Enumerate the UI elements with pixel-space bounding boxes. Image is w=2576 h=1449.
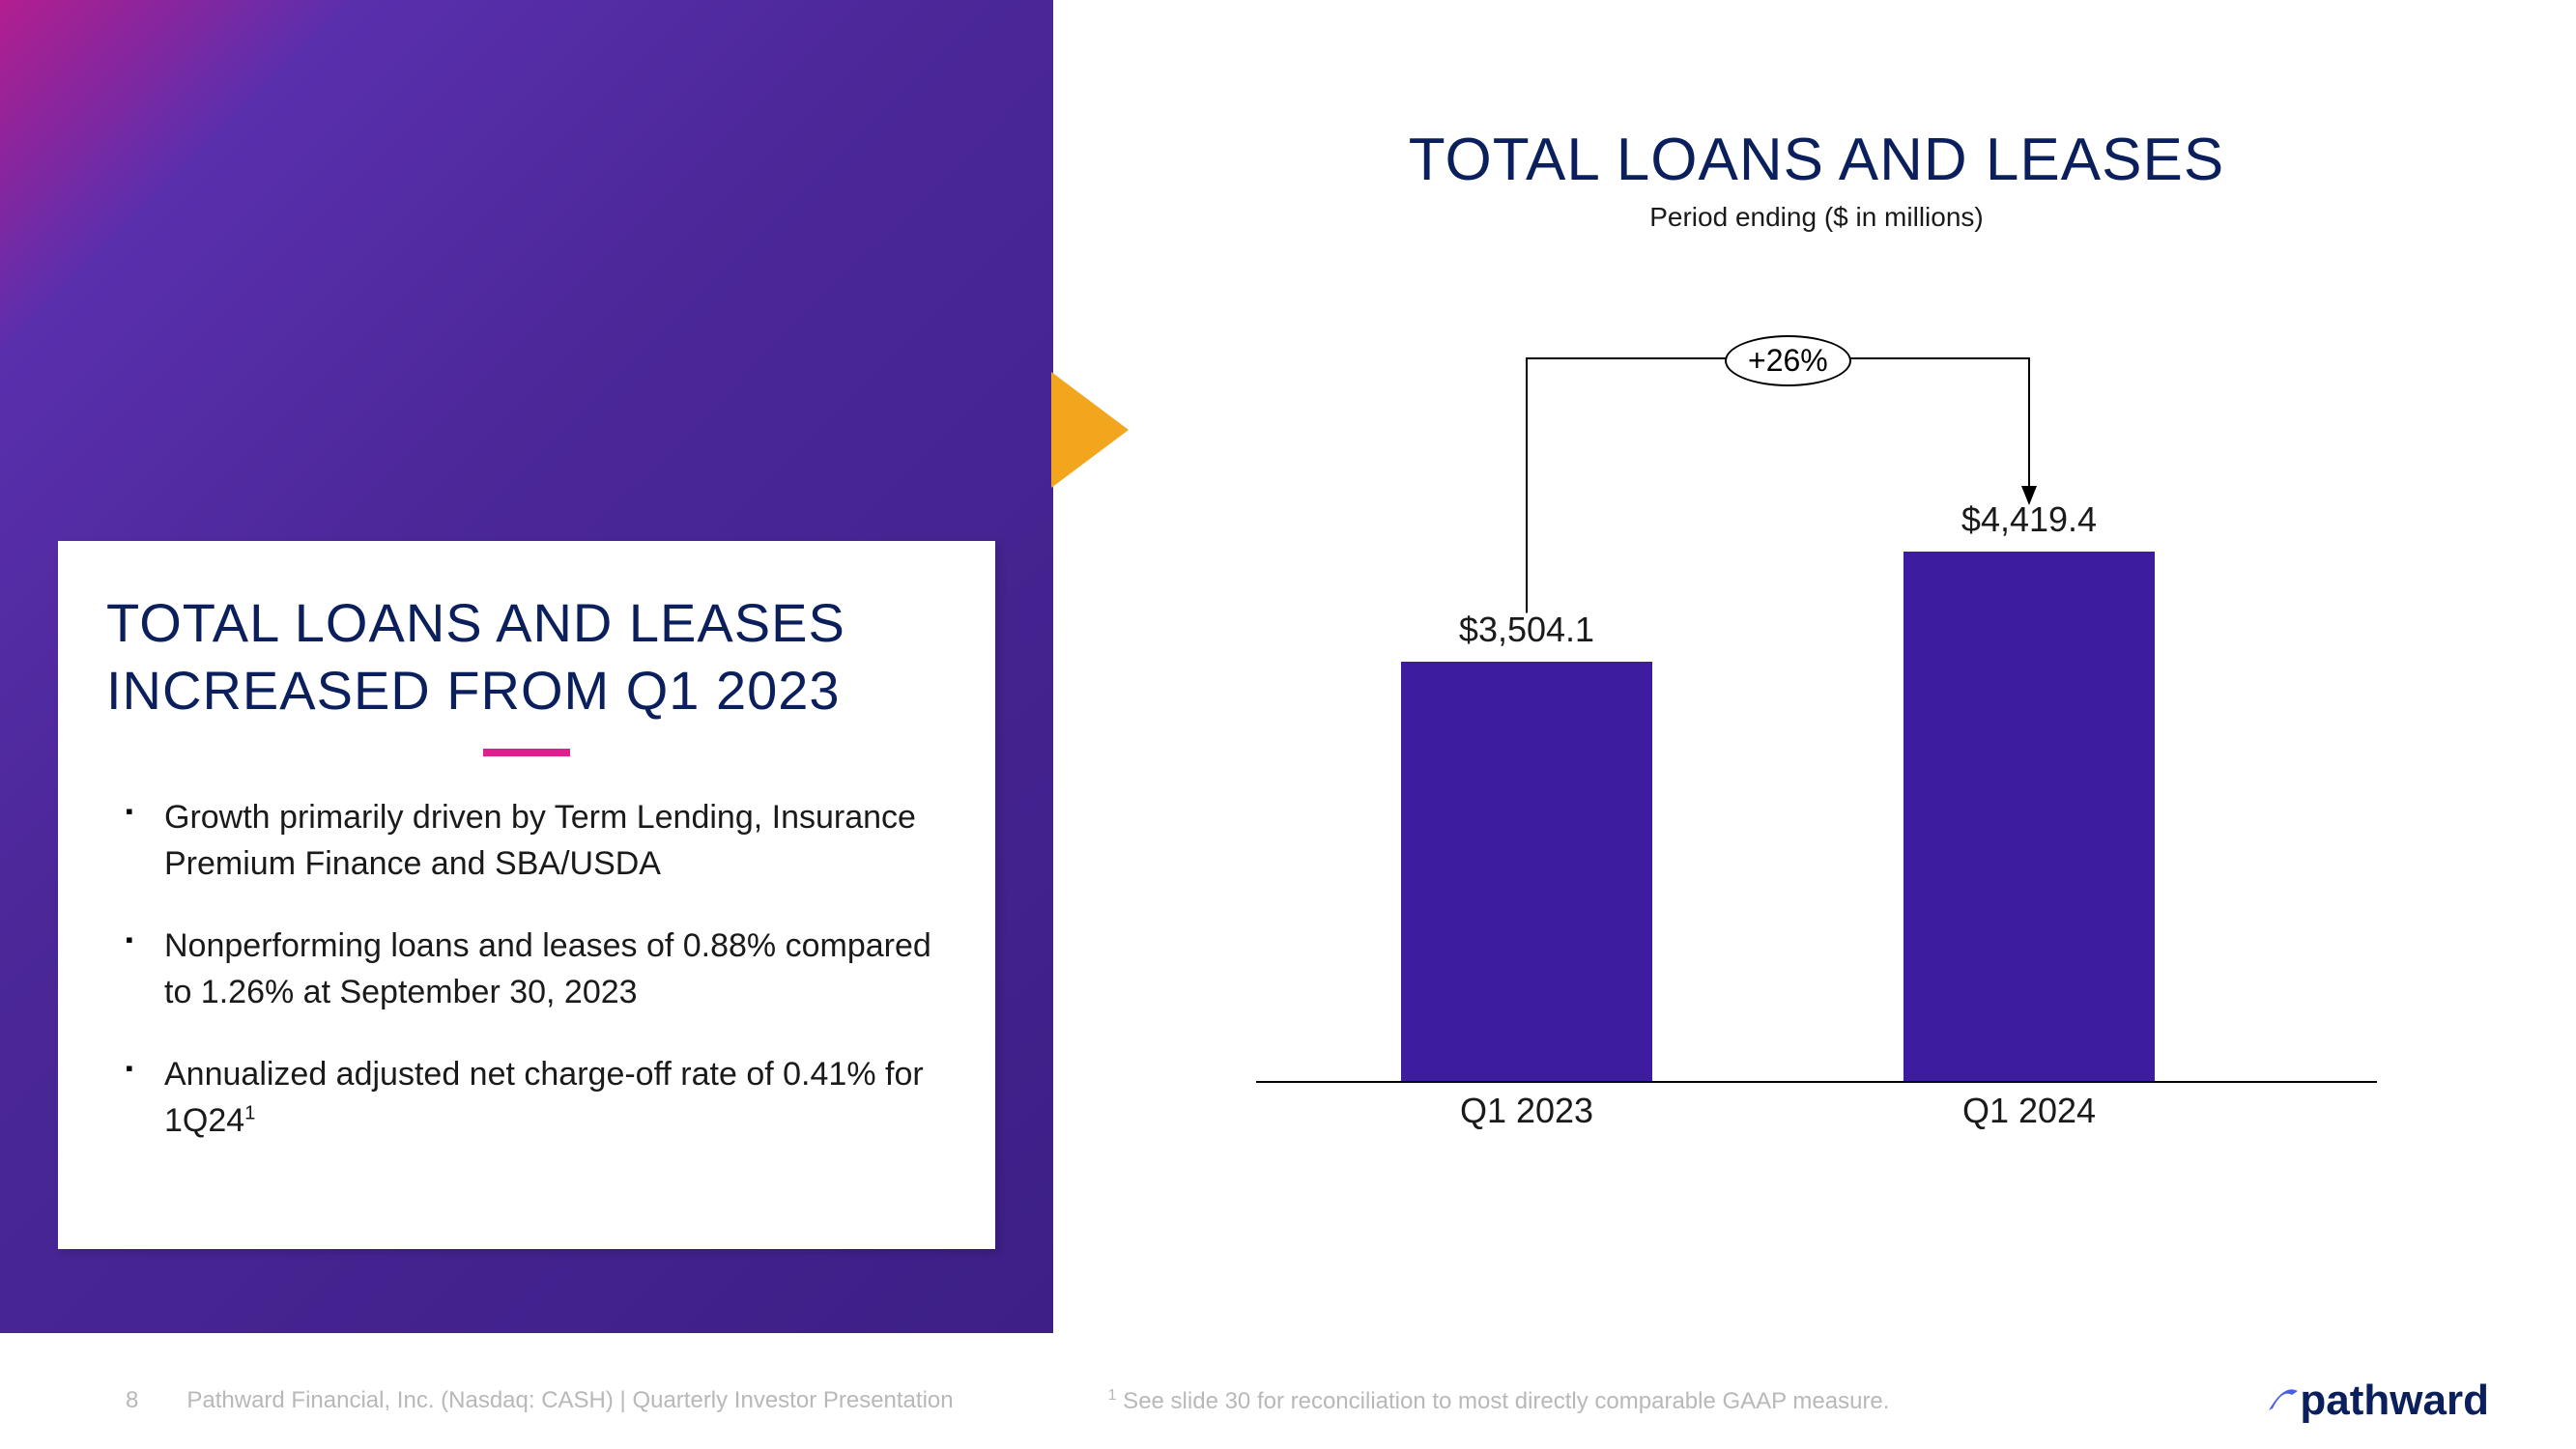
chart-baseline — [1256, 1081, 2377, 1083]
chart-bar-2 — [1903, 552, 2155, 1081]
bullet-3-sup: 1 — [244, 1103, 255, 1124]
left-panel: TOTAL LOANS AND LEASES INCREASED FROM Q1… — [0, 0, 1053, 1333]
bullet-2: Nonperforming loans and leases of 0.88% … — [135, 923, 947, 1015]
info-card: TOTAL LOANS AND LEASES INCREASED FROM Q1… — [58, 541, 995, 1249]
chart-plot: $3,504.1 $4,419.4 Q1 2023 Q1 2024 +26% — [1237, 291, 2396, 1141]
footer-note-sup: 1 — [1108, 1387, 1117, 1404]
logo-swoosh-icon — [2267, 1381, 2300, 1414]
chart-title: TOTAL LOANS AND LEASES — [1237, 126, 2396, 194]
footer-source: Pathward Financial, Inc. (Nasdaq: CASH) … — [186, 1387, 953, 1414]
logo: pathward — [2267, 1377, 2489, 1425]
chart-area: TOTAL LOANS AND LEASES Period ending ($ … — [1237, 126, 2396, 1246]
chart-subtitle: Period ending ($ in millions) — [1237, 202, 2396, 233]
chart-label-1: Q1 2023 — [1401, 1091, 1652, 1131]
chart-label-2: Q1 2024 — [1903, 1091, 2155, 1131]
chart-value-2: $4,419.4 — [1903, 499, 2155, 540]
footer: 8 Pathward Financial, Inc. (Nasdaq: CASH… — [0, 1352, 2576, 1449]
page-number: 8 — [126, 1387, 138, 1414]
bullet-list: Growth primarily driven by Term Lending,… — [106, 795, 947, 1145]
footer-note-text: See slide 30 for reconciliation to most … — [1117, 1388, 1890, 1414]
chart-value-1: $3,504.1 — [1401, 610, 1652, 650]
logo-text: pathward — [2300, 1377, 2489, 1425]
bullet-1: Growth primarily driven by Term Lending,… — [135, 795, 947, 887]
bullet-3: Annualized adjusted net charge-off rate … — [135, 1052, 947, 1144]
footer-note: 1 See slide 30 for reconciliation to mos… — [1108, 1387, 2268, 1415]
bullet-3-text: Annualized adjusted net charge-off rate … — [164, 1056, 924, 1139]
card-title-line1: TOTAL LOANS AND LEASES — [106, 592, 845, 653]
card-title: TOTAL LOANS AND LEASES INCREASED FROM Q1… — [106, 589, 947, 724]
chart-bar-1 — [1401, 662, 1652, 1082]
card-title-line2: INCREASED FROM Q1 2023 — [106, 660, 841, 721]
arrow-icon — [1051, 372, 1129, 488]
title-underline — [483, 749, 570, 756]
growth-badge: +26% — [1725, 335, 1851, 386]
